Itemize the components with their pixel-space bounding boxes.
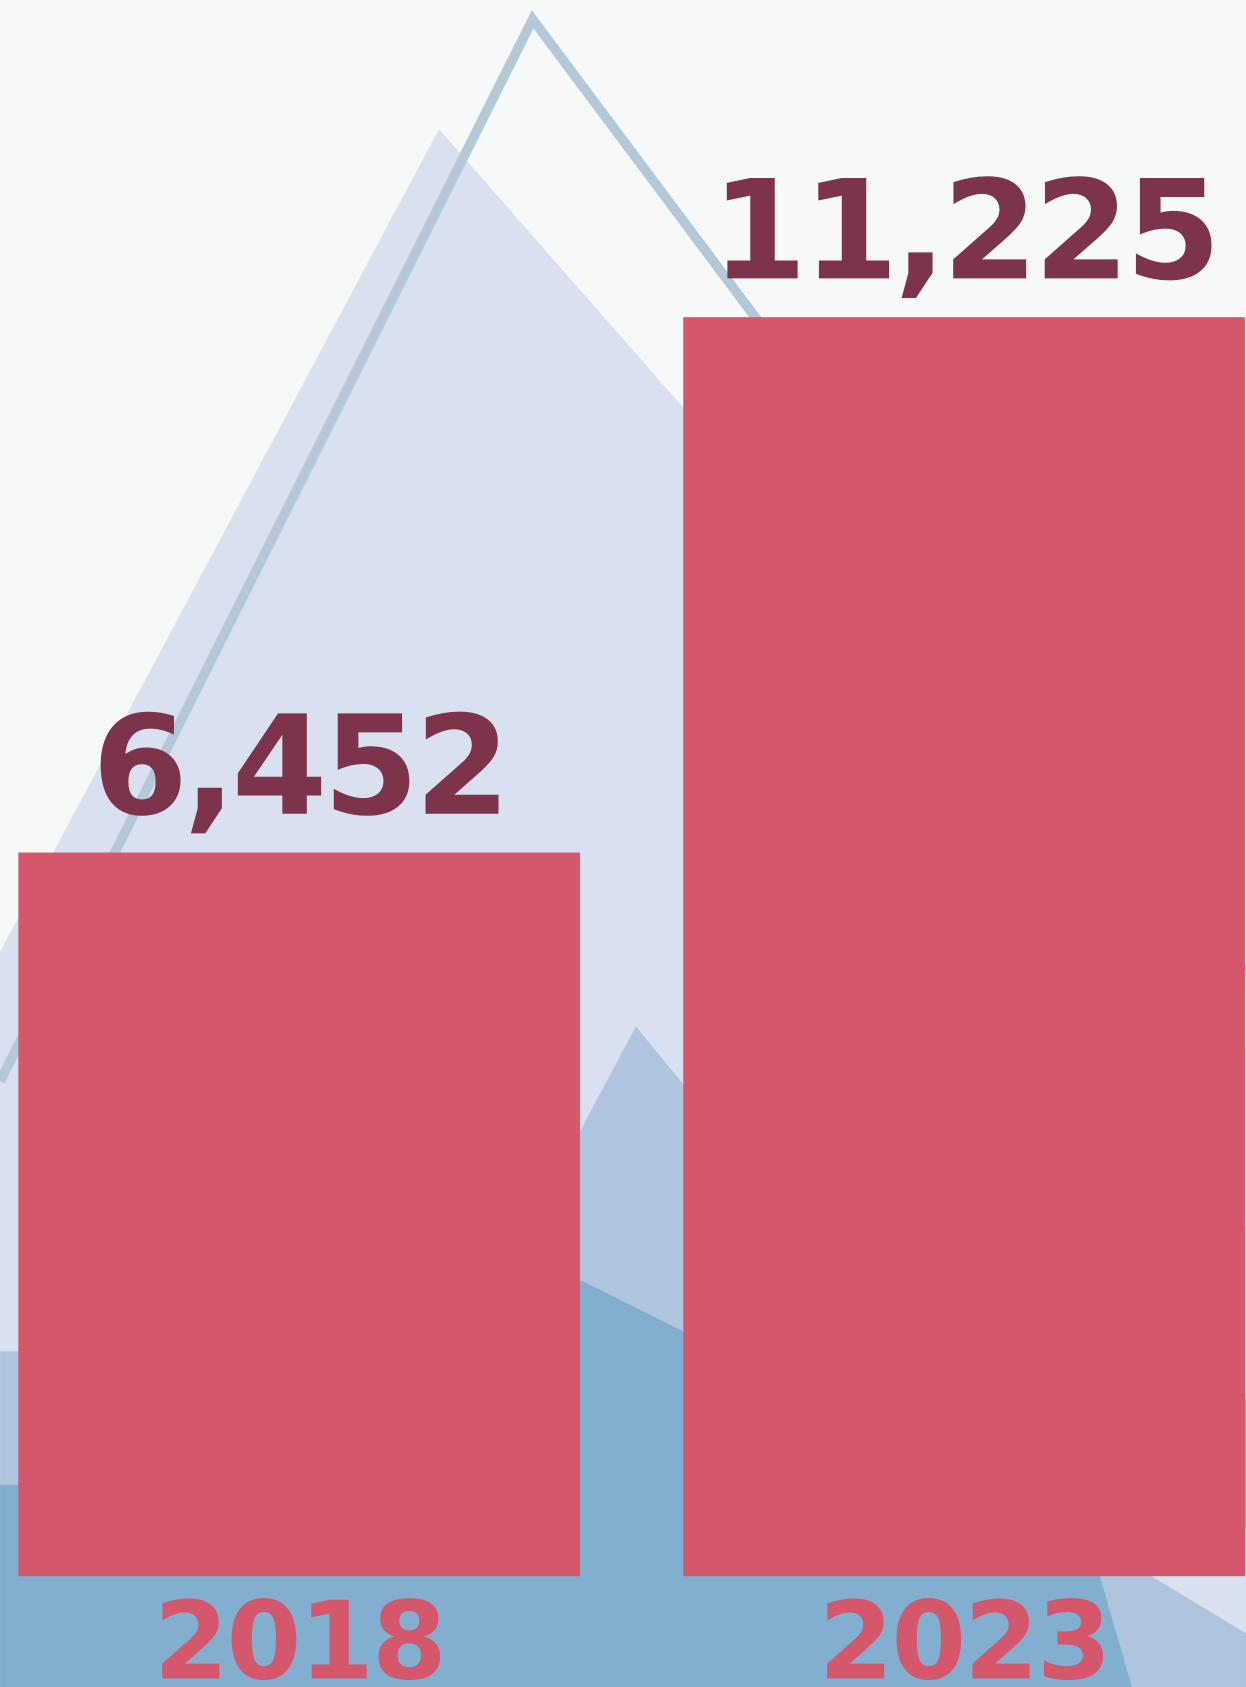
- bar: [683, 317, 1245, 1576]
- category-label: 2018: [154, 1579, 445, 1687]
- page: {"chart_data": {"type": "bar", "categori…: [0, 0, 1246, 1687]
- category-label: 2023: [819, 1579, 1110, 1687]
- bar: [18, 853, 580, 1577]
- chart: 6,452 2018 11,225 2023: [0, 0, 1246, 1687]
- value-label: 6,452: [92, 687, 506, 847]
- value-label: 11,225: [711, 151, 1217, 311]
